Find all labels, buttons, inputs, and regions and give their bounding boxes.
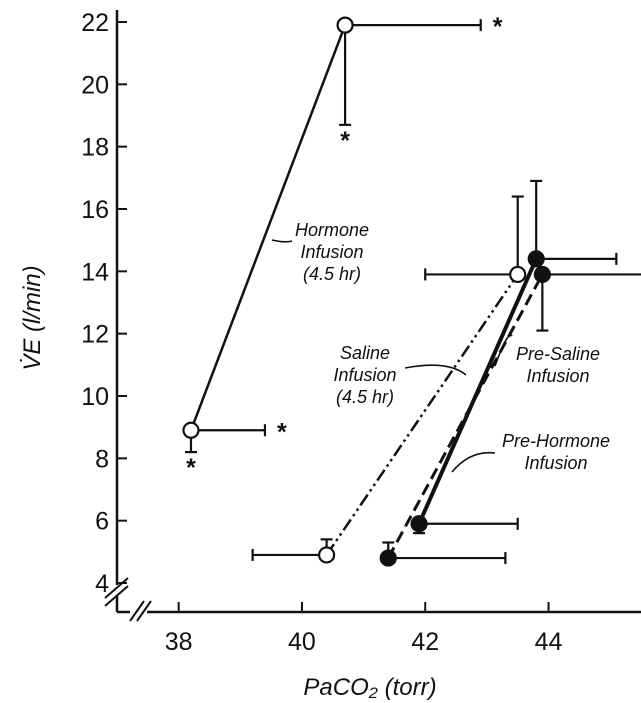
y-tick-label: 6	[95, 508, 109, 536]
y-tick-label: 22	[81, 9, 109, 37]
axes: 4 6 8 10 12 14 16 18 20 22 38 40 42 44	[81, 9, 641, 656]
x-tick-label: 44	[535, 628, 563, 656]
annotation-pointer	[451, 451, 496, 473]
annotation-text: Pre-Hormone	[502, 431, 610, 451]
significance-asterisk: *	[186, 454, 196, 482]
y-tick-label: 20	[81, 71, 109, 99]
open-data-point	[318, 546, 336, 564]
y-tick-label: 14	[81, 258, 109, 286]
y-axis-label: V̇E (l/min)	[18, 265, 46, 370]
series-pre-hormone-infusion	[410, 179, 618, 535]
filled-data-point	[379, 549, 397, 567]
annotation-text: Pre-Saline	[516, 344, 600, 364]
series-saline-infusion-4-5-hr-	[251, 195, 527, 564]
annotation-pointer	[494, 334, 513, 367]
x-tick-label: 38	[165, 628, 193, 656]
y-tick-label: 12	[81, 321, 109, 349]
annotation-text: Infusion	[333, 365, 396, 385]
annotation-text: Infusion	[524, 453, 587, 473]
annotation-text: Saline	[340, 343, 390, 363]
annotation-pointer	[404, 364, 467, 376]
series-line	[417, 258, 539, 525]
annotation-text: (4.5 hr)	[303, 264, 361, 284]
y-tick-label: 4	[95, 570, 109, 598]
y-tick-label: 16	[81, 196, 109, 224]
y-tick-label: 10	[81, 383, 109, 411]
significance-asterisk: *	[493, 13, 503, 41]
open-data-point	[336, 16, 354, 34]
significance-asterisk: *	[340, 127, 350, 155]
y-tick-label: 8	[95, 445, 109, 473]
open-data-point	[509, 265, 527, 284]
annotation-text: (4.5 hr)	[336, 387, 394, 407]
filled-data-point	[527, 250, 545, 268]
open-data-point	[182, 421, 200, 439]
annotation-text: Hormone	[295, 220, 369, 240]
series-layer: * * * *	[182, 13, 641, 567]
x-tick-label: 42	[411, 628, 439, 656]
series-line	[325, 273, 519, 556]
annotation-pointer	[271, 239, 293, 243]
annotation-text: Infusion	[526, 366, 589, 386]
significance-asterisk: *	[277, 418, 287, 446]
annotation-text: Infusion	[300, 242, 363, 262]
series-hormone-infusion-4-5-hr-: * * * *	[182, 13, 503, 482]
x-axis-label: PaCO₂ (torr)	[303, 674, 436, 701]
filled-data-point	[410, 515, 428, 533]
x-axis-break-mark	[129, 600, 152, 622]
x-tick-label: 40	[288, 628, 316, 656]
series-pre-saline-infusion	[379, 265, 641, 567]
series-line	[189, 24, 347, 431]
y-tick-label: 18	[81, 134, 109, 162]
filled-data-point	[533, 265, 551, 284]
